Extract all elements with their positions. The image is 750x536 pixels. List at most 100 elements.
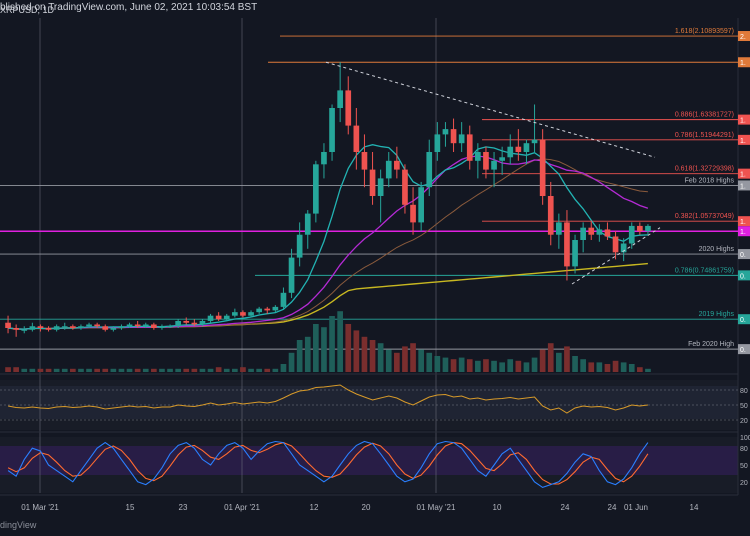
candle-body — [94, 324, 100, 327]
candle-body — [223, 315, 230, 320]
candle-body — [102, 326, 109, 330]
candle-body — [361, 152, 368, 170]
level-label: 0.786(0.74861759) — [675, 267, 734, 274]
x-tick-label: 15 — [126, 503, 135, 512]
volume-bar — [134, 368, 141, 372]
level-label: 2020 Highs — [699, 246, 735, 253]
volume-bar — [580, 359, 586, 372]
volume-bar — [458, 357, 465, 372]
rsi-level-label: 80 — [740, 388, 748, 395]
x-tick-label: 10 — [493, 503, 502, 512]
rsi-band — [0, 386, 738, 419]
price-axis-label: 0. — [740, 273, 746, 280]
stoch-level-label: 50 — [740, 463, 748, 470]
volume-bar — [240, 367, 246, 372]
level-label: 2019 Highs — [699, 311, 735, 318]
candle-body — [604, 229, 611, 237]
volume-bar — [313, 324, 319, 372]
candle-body — [53, 326, 60, 330]
volume-bar — [466, 359, 473, 372]
volume-bar — [21, 368, 28, 372]
candle-body — [78, 326, 84, 328]
volume-bar — [377, 343, 384, 372]
x-tick-label: 01 Mar '21 — [21, 503, 59, 512]
candle-body — [183, 320, 190, 323]
level-label: Feb 2020 High — [688, 341, 734, 348]
published-label: blished on TradingView.com, June 02, 202… — [0, 2, 258, 13]
candle-body — [377, 178, 384, 196]
candle-body — [199, 320, 206, 325]
volume-bar — [588, 362, 595, 372]
candle-body — [620, 243, 627, 253]
candle-body — [159, 326, 165, 328]
candle-body — [288, 257, 295, 293]
candle-body — [588, 227, 595, 235]
candle-body — [296, 234, 303, 258]
candle-body — [458, 134, 465, 144]
candle-body — [21, 329, 28, 331]
candle-body — [580, 227, 586, 240]
candle-body — [515, 146, 522, 152]
volume-bar — [523, 362, 530, 372]
volume-bar — [564, 346, 570, 372]
volume-bar — [280, 364, 287, 372]
volume-bar — [604, 364, 611, 372]
candle-body — [29, 326, 36, 330]
candle-body — [645, 225, 651, 232]
volume-bar — [410, 343, 416, 372]
rsi-line — [8, 384, 648, 414]
rsi-level-label: 20 — [740, 418, 748, 425]
volume-bar — [256, 368, 262, 372]
candle-body — [466, 134, 473, 161]
candle-body — [442, 129, 449, 135]
volume-bar — [321, 327, 327, 372]
price-axis-tag — [738, 31, 750, 42]
price-axis-tag — [738, 226, 750, 237]
candle-body — [118, 326, 125, 328]
candle-body — [434, 134, 441, 152]
candle-body — [13, 328, 19, 330]
candle-body — [207, 315, 214, 321]
volume-bar — [102, 368, 109, 372]
volume-bar — [499, 362, 505, 372]
candle-body — [321, 152, 327, 165]
level-label: 0.618(1.32729398) — [675, 166, 734, 173]
volume-bar — [118, 368, 125, 372]
level-label: Feb 2018 Highs — [685, 177, 735, 184]
volume-bar — [304, 336, 311, 372]
volume-bar — [628, 364, 635, 372]
candle-body — [232, 312, 238, 316]
volume-bar — [45, 368, 52, 372]
symbol-label: XRPUSD, 1D — [0, 5, 55, 15]
price-axis-tag — [738, 249, 750, 260]
volume-bar — [385, 349, 392, 372]
candle-body — [272, 306, 279, 311]
candle-body — [337, 90, 343, 108]
stoch-d-line — [7, 442, 649, 485]
volume-bar — [491, 360, 497, 372]
candle-body — [240, 312, 246, 316]
ma-50-line — [8, 155, 649, 330]
volume-bar — [531, 357, 538, 372]
candle-body — [539, 139, 546, 196]
volume-bar — [37, 368, 44, 372]
candle-body — [628, 225, 635, 244]
candle-body — [151, 324, 157, 328]
volume-bar — [361, 336, 368, 372]
level-label: 0.382(1.05737049) — [675, 213, 734, 220]
price-axis-label: 1. — [740, 138, 746, 145]
candle-body — [5, 322, 11, 328]
candle-body — [507, 146, 514, 158]
volume-bar — [450, 359, 457, 372]
candle-body — [248, 312, 254, 316]
volume-bar — [483, 359, 489, 372]
price-axis-label: 0. — [740, 252, 746, 259]
candle-body — [418, 187, 424, 223]
descending-trendline — [325, 61, 656, 158]
x-tick-label: 01 May '21 — [417, 503, 456, 512]
candle-body — [264, 308, 271, 311]
candle-body — [37, 326, 44, 328]
candle-body — [142, 324, 149, 327]
candle-body — [483, 152, 489, 170]
